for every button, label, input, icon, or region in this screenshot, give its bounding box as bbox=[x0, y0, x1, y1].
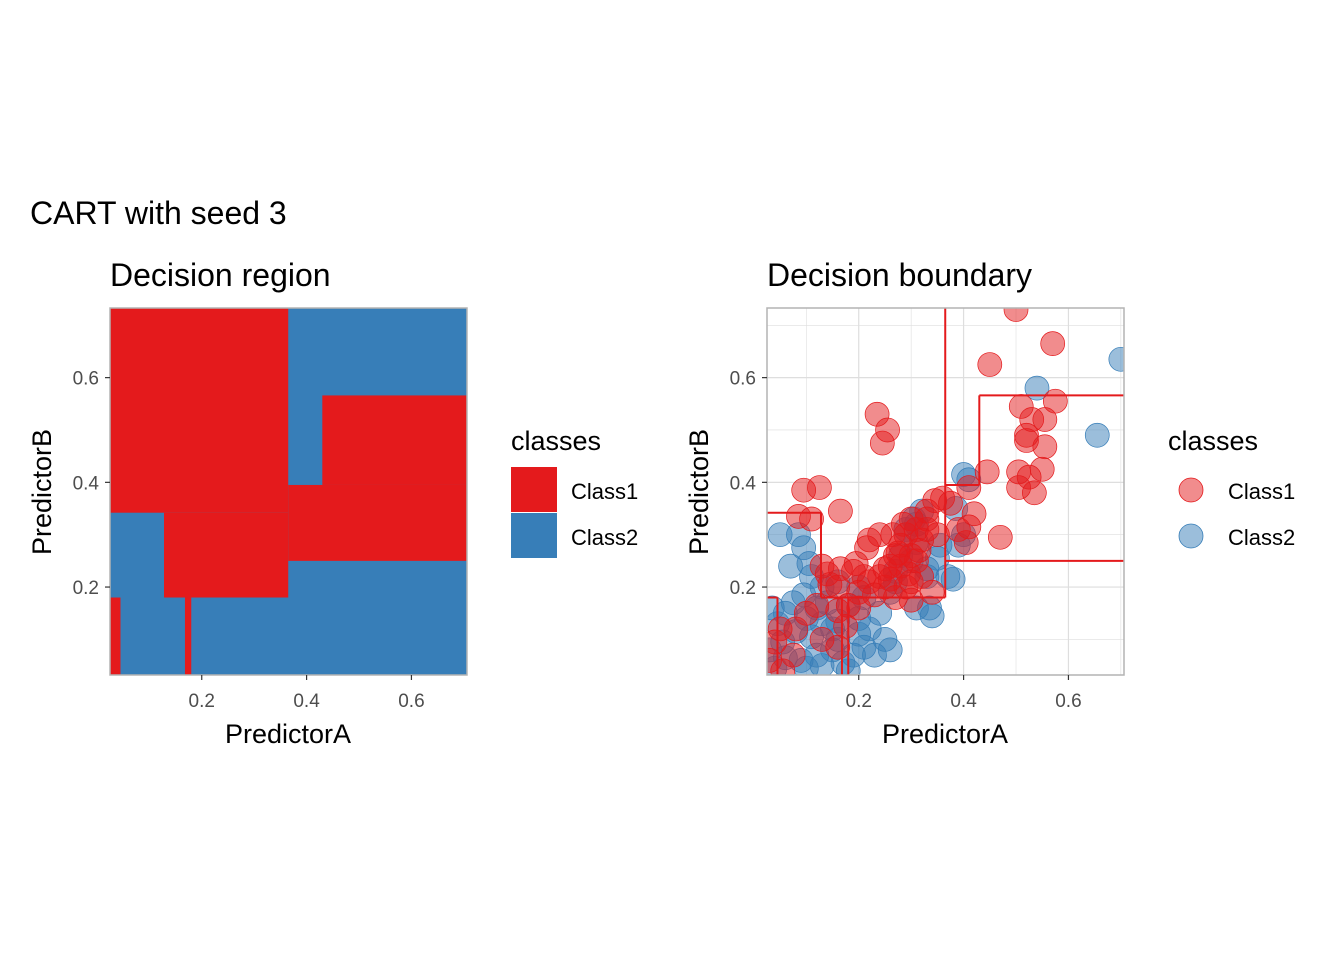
decision-boundary-x-tick-label: 0.6 bbox=[1055, 691, 1081, 712]
point-class1 bbox=[953, 530, 979, 555]
decision-boundary-y-axis-label: PredictorB bbox=[684, 429, 714, 555]
legend-key-class2 bbox=[511, 513, 557, 558]
decision-boundary-plot bbox=[767, 308, 1124, 675]
decision-region-panel: Decision region 0.2 0.4 0.6 0.2 0.4 0.6 Predi… bbox=[27, 257, 638, 749]
point-class2 bbox=[862, 642, 887, 668]
point-class1 bbox=[869, 430, 895, 456]
decision-region-y-tick-label: 0.6 bbox=[73, 369, 99, 390]
point-class1 bbox=[1029, 456, 1055, 482]
decision-boundary-axes: 0.2 0.4 0.6 0.2 0.4 0.6 bbox=[730, 369, 1082, 712]
decision-boundary-panel: Decision boundary 0.2 0.4 0.6 0.2 0.4 0.6 Pre… bbox=[684, 257, 1295, 749]
decision-boundary-x-axis-label: PredictorA bbox=[882, 719, 1008, 749]
point-class1 bbox=[833, 613, 858, 639]
decision-region-y-axis-label: PredictorB bbox=[27, 429, 57, 555]
decision-region-axes: 0.2 0.4 0.6 0.2 0.4 0.6 bbox=[73, 369, 425, 712]
point-class1 bbox=[828, 556, 853, 582]
legend-label-class2: Class2 bbox=[1228, 525, 1295, 550]
point-class1 bbox=[974, 459, 1000, 485]
legend-label-class1: Class1 bbox=[1228, 479, 1295, 504]
legend-key-class1 bbox=[511, 467, 557, 512]
decision-boundary-title: Decision boundary bbox=[767, 257, 1032, 293]
point-class1 bbox=[846, 595, 872, 621]
decision-region-panel-border bbox=[109, 307, 468, 676]
figure-title: CART with seed 3 bbox=[30, 195, 287, 231]
point-class1 bbox=[956, 475, 982, 500]
decision-boundary-x-tick-label: 0.2 bbox=[846, 691, 872, 712]
region-class1-4 bbox=[322, 395, 467, 485]
decision-region-y-tick-label: 0.4 bbox=[73, 473, 100, 494]
decision-region-plot bbox=[110, 308, 467, 675]
region-class1-5 bbox=[110, 597, 121, 675]
region-class1-2 bbox=[163, 512, 289, 598]
region-class1-1 bbox=[110, 308, 289, 513]
point-class2 bbox=[940, 566, 966, 592]
decision-boundary-legend: classes Class1 Class2 bbox=[1168, 426, 1295, 550]
point-class1 bbox=[1040, 331, 1066, 356]
point-class1 bbox=[807, 475, 832, 500]
decision-boundary-y-tick-label: 0.4 bbox=[730, 473, 757, 494]
region-class1-3 bbox=[288, 484, 467, 561]
decision-boundary-x-tick-label: 0.4 bbox=[950, 691, 977, 712]
point-class1 bbox=[828, 498, 853, 524]
legend-label-class1: Class1 bbox=[571, 479, 638, 504]
decision-region-x-tick-label: 0.6 bbox=[398, 691, 424, 712]
point-class1 bbox=[885, 540, 911, 566]
point-class1 bbox=[799, 506, 824, 532]
decision-boundary-y-tick-label: 0.2 bbox=[730, 578, 756, 599]
point-class1 bbox=[925, 522, 950, 548]
region-class1-6 bbox=[184, 597, 192, 675]
decision-region-x-tick-label: 0.4 bbox=[293, 691, 320, 712]
decision-region-x-tick-label: 0.2 bbox=[189, 691, 215, 712]
decision-region-title: Decision region bbox=[110, 257, 331, 293]
point-class2 bbox=[1108, 346, 1124, 372]
decision-boundary-y-tick-label: 0.6 bbox=[730, 369, 756, 390]
point-class1 bbox=[987, 524, 1013, 550]
point-class2 bbox=[1084, 422, 1110, 448]
decision-boundary-panel-border bbox=[766, 307, 1125, 676]
point-class1 bbox=[1003, 308, 1029, 322]
point-class1 bbox=[825, 634, 851, 660]
point-class1 bbox=[1014, 422, 1039, 448]
legend-key-class2-point bbox=[1178, 523, 1204, 549]
point-class2 bbox=[1024, 375, 1050, 401]
decision-boundary-legend-title: classes bbox=[1168, 426, 1258, 456]
point-class1 bbox=[977, 352, 1003, 377]
decision-region-x-axis-label: PredictorA bbox=[225, 719, 351, 749]
point-class1 bbox=[1022, 480, 1047, 506]
point-class1 bbox=[1032, 407, 1058, 432]
decision-region-legend-title: classes bbox=[511, 426, 601, 456]
point-class1 bbox=[854, 535, 879, 561]
point-class1 bbox=[909, 564, 934, 589]
legend-label-class2: Class2 bbox=[571, 525, 638, 550]
legend-key-class1-point bbox=[1178, 477, 1204, 503]
decision-region-legend: classes Class1 Class2 bbox=[511, 426, 638, 558]
point-class1 bbox=[930, 485, 955, 511]
decision-region-y-tick-label: 0.2 bbox=[73, 578, 99, 599]
